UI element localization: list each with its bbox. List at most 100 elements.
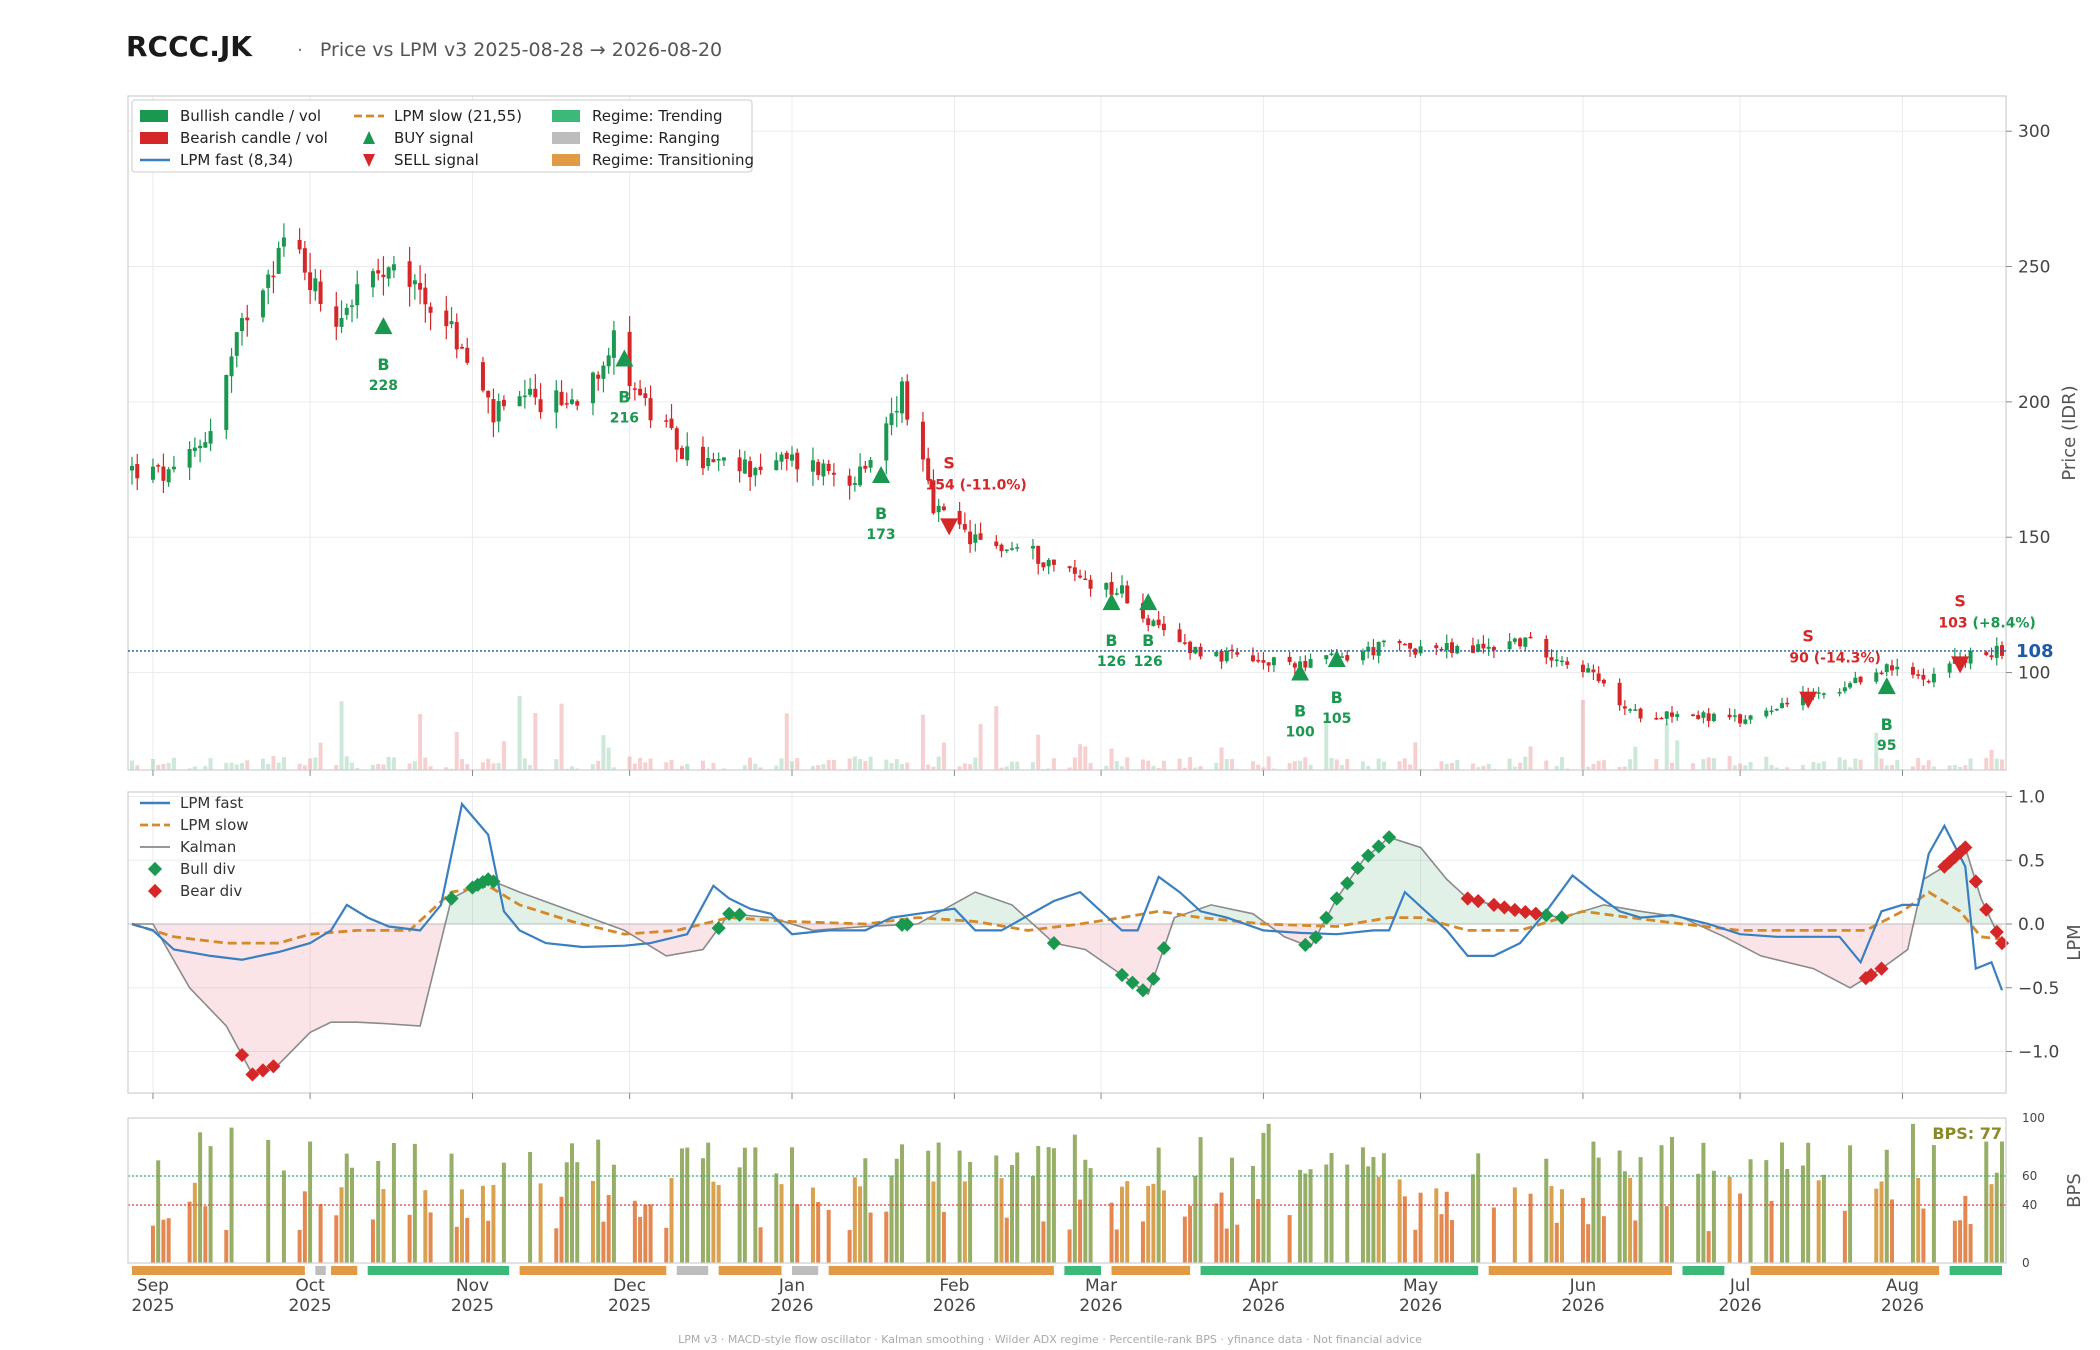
- volume-bar: [423, 757, 428, 770]
- bps-bar: [596, 1139, 601, 1263]
- volume-bar: [1916, 757, 1921, 770]
- lpm-axis-title: LPM: [2064, 924, 2085, 960]
- volume-bar: [779, 758, 784, 770]
- bps-bar: [1067, 1229, 1072, 1263]
- bearish-candle: [1591, 669, 1596, 673]
- volume-bar: [1261, 767, 1266, 770]
- volume-bar: [795, 758, 800, 770]
- buy-signal-price: 95: [1877, 738, 1896, 754]
- bearish-candle: [1287, 656, 1292, 662]
- x-month-label: Jan: [778, 1276, 805, 1296]
- bps-bar: [884, 1211, 889, 1263]
- volume-bar: [376, 763, 381, 770]
- bps-bar: [166, 1218, 171, 1263]
- volume-bar: [606, 747, 611, 770]
- volume-bars: [130, 696, 2004, 770]
- bullish-candle: [1732, 715, 1737, 717]
- volume-bar: [260, 758, 265, 770]
- bullish-candle: [1214, 651, 1219, 657]
- bullish-candle: [1193, 646, 1198, 654]
- chart-header: RCCC.JK · Price vs LPM v3 2025-08-28 → 2…: [126, 30, 722, 63]
- buy-signal-marker: [1877, 677, 1896, 695]
- bps-bar: [1816, 1180, 1821, 1263]
- bull-div-marker: [1308, 930, 1323, 945]
- bps-bar: [1450, 1220, 1454, 1263]
- legend-bear-div: [147, 883, 163, 899]
- volume-bar: [1083, 746, 1088, 770]
- bullish-candle: [339, 317, 344, 327]
- bearish-candle: [1491, 647, 1496, 651]
- lpm-tick-label: 1.0: [2018, 788, 2045, 808]
- volume-bar: [978, 723, 983, 770]
- volume-bar: [936, 756, 941, 770]
- bps-bar: [1114, 1229, 1119, 1263]
- x-year-label: 2026: [770, 1296, 813, 1316]
- bps-bar: [449, 1153, 454, 1263]
- bps-bar: [1088, 1168, 1093, 1263]
- volume-bar: [355, 768, 360, 770]
- bull-div-marker: [1146, 971, 1161, 986]
- volume-bar: [810, 765, 815, 770]
- bullish-candle: [208, 431, 213, 444]
- bps-bar: [1303, 1173, 1308, 1263]
- volume-bar: [1125, 757, 1130, 770]
- bullish-candle: [742, 459, 747, 474]
- bearish-candle: [1622, 706, 1627, 709]
- volume-bar: [632, 763, 637, 770]
- bps-bar: [900, 1144, 904, 1263]
- bps-bar: [1072, 1134, 1077, 1263]
- bullish-candle: [554, 390, 559, 413]
- volume-bar: [224, 762, 229, 770]
- bps-bar: [957, 1150, 962, 1263]
- bps-bar: [774, 1173, 779, 1263]
- bearish-candle: [1727, 714, 1732, 718]
- bullish-candle: [1507, 641, 1512, 650]
- volume-bar: [412, 761, 417, 770]
- volume-bar: [1654, 759, 1659, 770]
- volume-bar: [821, 764, 826, 770]
- volume-bar: [1622, 766, 1627, 770]
- bull-div-marker: [1046, 936, 1061, 951]
- bullish-candle: [1360, 651, 1365, 661]
- markers: B 228 B 216 B 173 S 154 (-11.0%) B 126 B 126 B 100 B 10…: [234, 317, 2036, 1082]
- bps-bar: [318, 1204, 323, 1263]
- bull-div-marker: [1156, 941, 1171, 956]
- x-year-label: 2026: [1881, 1296, 1924, 1316]
- bullish-candle: [1764, 710, 1769, 717]
- volume-bar: [297, 763, 302, 770]
- bps-bar: [1806, 1142, 1811, 1263]
- bearish-candle: [1926, 680, 1931, 683]
- x-month-label: Jun: [1569, 1276, 1597, 1296]
- bull-div-marker: [1125, 975, 1140, 990]
- volume-bar: [1952, 765, 1957, 770]
- legend-trending-swatch: [552, 110, 580, 122]
- bearish-candle: [271, 275, 276, 278]
- price-tick-label: 250: [2018, 258, 2050, 278]
- bearish-candle: [538, 399, 543, 413]
- bullish-candle: [858, 466, 863, 486]
- bps-bar: [648, 1204, 653, 1263]
- bps-bar: [1439, 1214, 1444, 1263]
- x-year-label: 2026: [1242, 1296, 1285, 1316]
- x-year-label: 2026: [1079, 1296, 1122, 1316]
- bullish-candle: [1523, 637, 1528, 647]
- bps-bar: [350, 1167, 354, 1263]
- bear-div-marker: [1958, 840, 1973, 855]
- bps-bar: [376, 1161, 381, 1263]
- axes: 108 BPS: 77 100 150 200 250 300 1.0 0.5 0.0 −0.5 −1…: [128, 122, 2085, 1316]
- volume-bar: [753, 763, 758, 770]
- legend-bearish-swatch: [140, 132, 168, 144]
- lpm-lines: [128, 801, 2006, 1076]
- volume-bar: [638, 757, 643, 770]
- volume-bar: [669, 760, 674, 770]
- volume-bar: [1821, 761, 1826, 770]
- volume-bar: [1193, 767, 1198, 770]
- bps-bar: [460, 1189, 464, 1263]
- volume-bar: [407, 763, 412, 770]
- bps-bar: [1004, 1217, 1009, 1263]
- bps-bar: [1287, 1215, 1292, 1263]
- volume-bar: [1292, 761, 1297, 770]
- volume-bar: [1523, 756, 1528, 770]
- bullish-candle: [1004, 549, 1009, 552]
- bull-div-marker: [1135, 983, 1151, 998]
